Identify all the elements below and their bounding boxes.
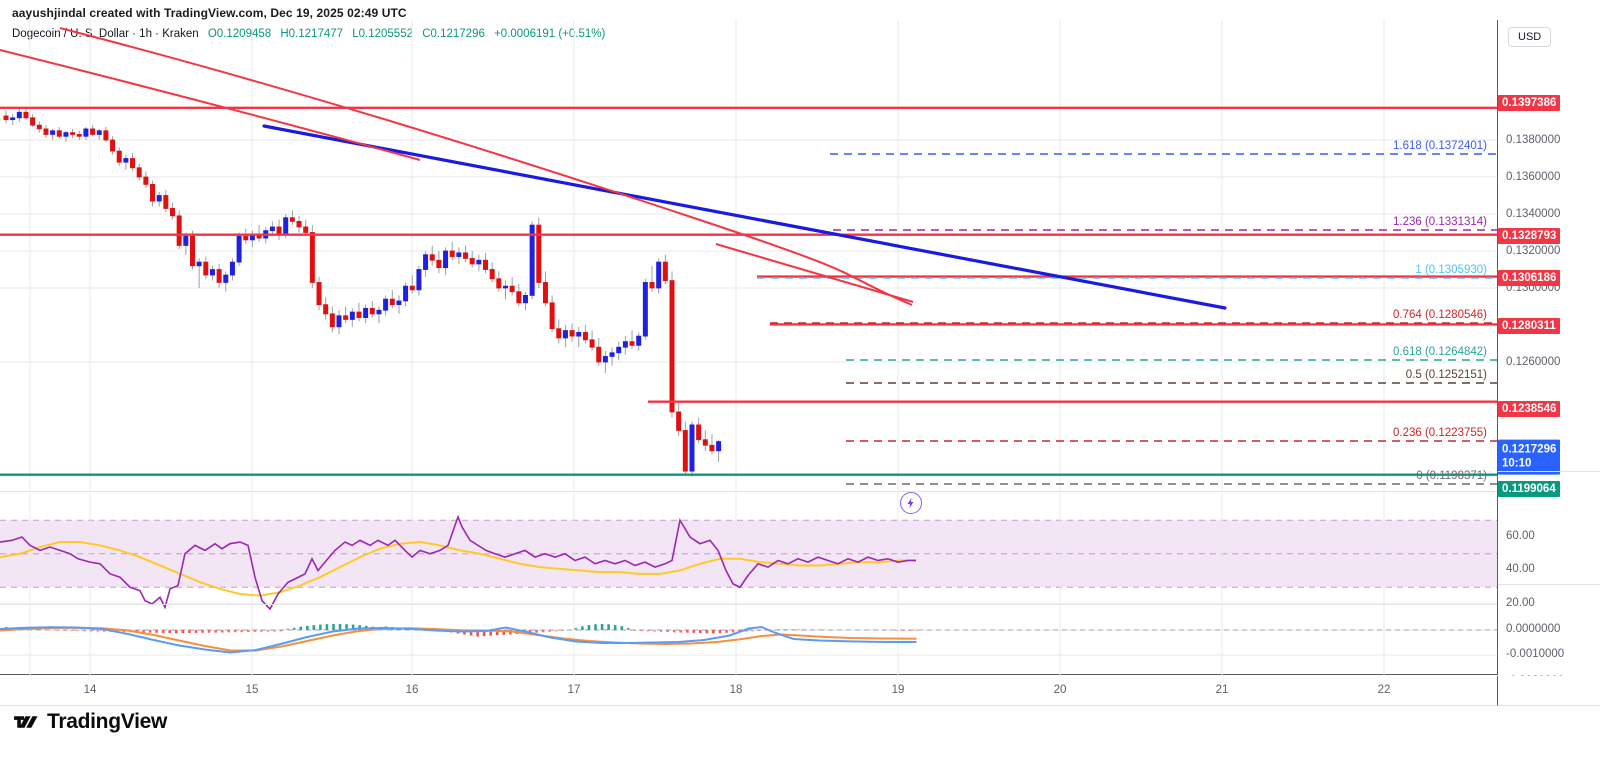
legend-low: L0.1205552 — [352, 28, 413, 40]
time-tick: 15 — [245, 684, 259, 696]
macd-pane[interactable] — [0, 604, 1497, 681]
tradingview-logo: TradingView — [14, 710, 167, 734]
axis-corner — [1497, 676, 1600, 706]
legend-change: +0.0006191 (+0.51%) — [494, 28, 606, 40]
currency-badge[interactable]: USD — [1508, 27, 1552, 47]
level-price-tag[interactable]: 0.1306186 — [1498, 270, 1561, 286]
fib-level-label: 0.764 (0.1280546) — [1393, 309, 1487, 321]
indicator-tick: 0.0000000 — [1506, 623, 1561, 635]
indicator-tick: 40.00 — [1506, 563, 1535, 575]
indicator-tick: 20.00 — [1506, 597, 1535, 609]
fib-level-label: 0.236 (0.1223755) — [1393, 427, 1487, 439]
rsi-chart-svg — [0, 492, 1497, 611]
level-price-tag[interactable]: 0.1397386 — [1498, 95, 1561, 111]
time-tick: 20 — [1053, 684, 1067, 696]
fib-level-label: 1.236 (0.1331314) — [1393, 216, 1487, 228]
fib-level-label: 0.618 (0.1264842) — [1393, 346, 1487, 358]
fib-level-label: 1.618 (0.1372401) — [1393, 140, 1487, 152]
time-tick: 21 — [1215, 684, 1229, 696]
level-price-tag[interactable]: 0.1199064 — [1498, 481, 1560, 497]
attribution-text: aayushjindal created with TradingView.co… — [12, 6, 407, 20]
price-tick: 0.1360000 — [1506, 171, 1561, 183]
price-tick: 0.1340000 — [1506, 208, 1561, 220]
price-tick: 0.1260000 — [1506, 356, 1561, 368]
time-tick: 14 — [83, 684, 97, 696]
legend-high: H0.1217477 — [280, 28, 344, 40]
lightning-bolt-icon[interactable] — [900, 492, 922, 514]
price-chart-svg — [0, 20, 1497, 490]
price-scale[interactable]: USD 0.1380000 0.1360000 0.1340000 0.1320000… — [1497, 20, 1600, 687]
time-tick: 16 — [405, 684, 419, 696]
level-price-tag[interactable]: 0.1280311 — [1498, 318, 1560, 334]
indicator-tick: 60.00 — [1506, 530, 1535, 542]
legend-open: O0.1209458 — [207, 28, 272, 40]
indicator-tick: -0.0010000 — [1506, 648, 1565, 660]
price-pane[interactable] — [0, 20, 1497, 514]
rsi-pane[interactable] — [0, 491, 1497, 611]
scale-divider-macd — [1498, 584, 1600, 585]
macd-chart-svg — [0, 605, 1497, 681]
plot-area[interactable]: 1.618 (0.1372401) 1.236 (0.1331314) 1 (0.1… — [0, 20, 1497, 681]
legend-symbol: Dogecoin / U. S. Dollar · 1h · Kraken — [12, 28, 199, 40]
scale-divider-rsi — [1498, 471, 1600, 472]
last-price-tag[interactable]: 0.1217296 10:10 — [1498, 439, 1561, 475]
fib-level-label: 0.5 (0.1252151) — [1405, 369, 1487, 381]
price-tick: 0.1380000 — [1506, 134, 1561, 146]
fib-level-label: 0 (0.1198371) — [1416, 470, 1487, 482]
tradingview-logo-icon — [14, 716, 38, 728]
time-axis[interactable]: 14 15 16 17 18 19 20 21 22 — [0, 676, 1497, 706]
time-tick: 18 — [729, 684, 743, 696]
tradingview-logo-text: TradingView — [47, 710, 168, 733]
chart-legend: Dogecoin / U. S. Dollar · 1h · Kraken O0… — [12, 28, 605, 40]
fib-level-label: 1 (0.1305930) — [1415, 264, 1487, 276]
time-tick: 17 — [567, 684, 581, 696]
price-tick: 0.1320000 — [1506, 245, 1561, 257]
level-price-tag[interactable]: 0.1328793 — [1498, 228, 1561, 244]
time-tick: 19 — [891, 684, 905, 696]
time-tick: 22 — [1377, 684, 1391, 696]
legend-close: C0.1217296 — [422, 28, 485, 40]
level-price-tag[interactable]: 0.1238546 — [1498, 401, 1561, 417]
